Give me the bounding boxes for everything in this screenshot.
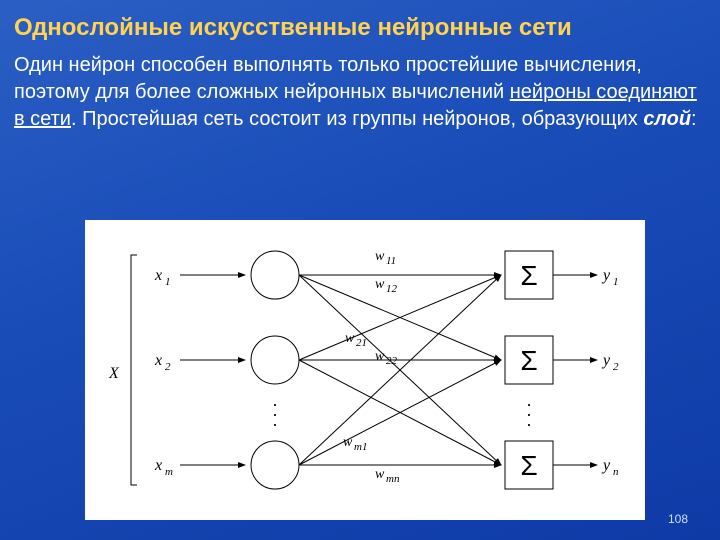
neuron-node — [251, 441, 299, 489]
weight-label: w — [345, 331, 355, 346]
svg-text:m1: m1 — [354, 441, 367, 453]
svg-text:m: m — [165, 466, 173, 478]
svg-text:21: 21 — [356, 337, 367, 349]
network-diagram: Xx1x2xm···w11w12w21w22wm1wmnΣy1Σy2Σyn··· — [85, 220, 645, 520]
svg-text:12: 12 — [386, 283, 398, 295]
weight-label: w — [375, 349, 385, 364]
weight-label: w — [375, 277, 385, 292]
page-number: 108 — [668, 512, 688, 526]
svg-text:Σ: Σ — [520, 450, 537, 481]
weight-label: w — [375, 467, 385, 482]
input-label: x — [154, 267, 162, 284]
para-emph: слой — [643, 108, 691, 130]
para-text-2: . Простейшая сеть состоит из группы нейр… — [71, 108, 643, 130]
svg-text:n: n — [613, 466, 619, 478]
output-label: y — [601, 352, 611, 369]
output-label: y — [601, 267, 611, 284]
svg-text:1: 1 — [613, 276, 619, 288]
svg-text:1: 1 — [165, 276, 171, 288]
svg-text:22: 22 — [386, 355, 398, 367]
input-vector-label: X — [108, 365, 120, 382]
svg-text:·: · — [272, 414, 278, 434]
neuron-node — [251, 336, 299, 384]
input-label: x — [154, 457, 162, 474]
para-text-3: : — [691, 108, 697, 130]
page-title: Однослойные искусственные нейронные сети — [0, 0, 720, 42]
input-label: x — [154, 352, 162, 369]
output-label: y — [601, 457, 611, 474]
svg-text:·: · — [526, 414, 532, 434]
weight-label: w — [375, 249, 385, 264]
svg-text:Σ: Σ — [520, 260, 537, 291]
paragraph: Один нейрон способен выполнять только пр… — [0, 42, 720, 133]
weight-label: w — [343, 435, 353, 450]
svg-text:11: 11 — [386, 255, 396, 267]
svg-text:Σ: Σ — [520, 345, 537, 376]
svg-text:mn: mn — [386, 473, 400, 485]
svg-text:2: 2 — [165, 361, 171, 373]
svg-text:2: 2 — [613, 361, 619, 373]
neuron-node — [251, 251, 299, 299]
